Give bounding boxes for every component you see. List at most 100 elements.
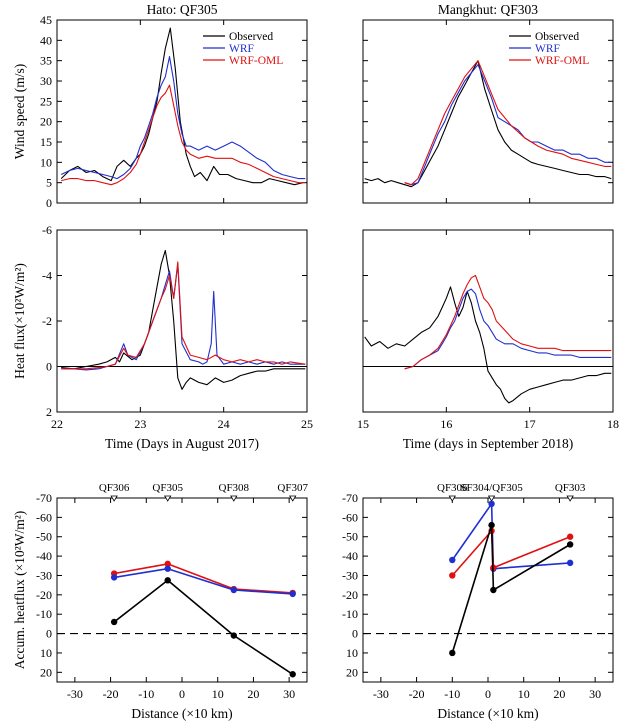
y-tick-label: 30: [40, 74, 52, 88]
x-tick-label: 20: [247, 687, 259, 701]
series-line-wrf: [113, 567, 293, 595]
x-axis-label: Time (Days in August 2017): [105, 436, 259, 451]
station-marker: QF308: [219, 482, 250, 502]
y-tick-label: -70: [342, 491, 358, 505]
series-line-observed: [113, 579, 294, 675]
data-point-observed: [164, 577, 171, 584]
y-tick-label: -20: [342, 588, 358, 602]
series-line-observed: [364, 286, 612, 404]
x-tick-label: 0: [485, 687, 491, 701]
y-tick-label: 2: [46, 405, 52, 419]
x-axis: [362, 20, 614, 203]
x-tick-label: -30: [67, 687, 83, 701]
data-point-wrf: [566, 559, 574, 567]
data-point-wrf: [164, 565, 171, 572]
data-point-wrf: [449, 556, 456, 564]
data-point-observed: [289, 671, 296, 678]
station-triangle: [566, 495, 574, 502]
station-marker: QF307: [277, 482, 308, 502]
x-axis: -30 -20 -10 0 10 20 30: [373, 498, 601, 701]
station-label: QF305: [152, 482, 183, 494]
y-axis: 20 10 0 -10 -20 -30 -40 -50 -60 -70: [342, 491, 613, 679]
y-tick-label: 25: [40, 94, 52, 108]
data-point-observed: [230, 632, 237, 639]
y-tick-label: 10: [346, 646, 358, 660]
x-tick-label: -20: [409, 687, 425, 701]
series-line-observed: [451, 524, 571, 654]
x-tick-label: 22: [51, 417, 63, 431]
station-label: QF308: [219, 482, 250, 494]
y-tick-label: -10: [342, 607, 358, 621]
y-tick-label: -50: [36, 530, 52, 544]
station-label: SF304/QF305: [460, 482, 523, 494]
y-tick-label: 35: [40, 54, 52, 68]
x-axis-label: Distance (×10 km): [437, 706, 538, 721]
x-axis: [56, 20, 308, 203]
y-axis: [363, 229, 613, 413]
station-triangle: [230, 495, 238, 502]
data-point-wrf: [289, 590, 296, 598]
y-tick-label: -70: [36, 491, 52, 505]
y-axis-label: Wind speed (m/s): [12, 64, 27, 159]
legend-label: Observed: [535, 31, 579, 43]
panel-hato_wind: 0 5 10 15 20 25 30 35 40 45 Hato: QF305 Wind speed …: [12, 2, 308, 210]
x-axis-label: Distance (×10 km): [131, 706, 232, 721]
station-triangle: [487, 495, 496, 502]
x-tick-label: 23: [134, 417, 146, 431]
plot-frame: [362, 229, 614, 413]
data-point-wrf: [230, 586, 237, 594]
x-tick-label: 15: [357, 417, 369, 431]
series-line-wrf: [61, 263, 306, 371]
data-point-wrf_oml: [164, 560, 171, 568]
y-tick-label: 5: [46, 176, 52, 190]
station-label: QF307: [277, 482, 308, 494]
x-tick-label: -10: [138, 687, 154, 701]
station-marker: QF306: [437, 482, 468, 502]
station-marker: QF303: [555, 482, 586, 502]
y-tick-label: -40: [342, 549, 358, 563]
x-tick-label: 17: [524, 417, 536, 431]
series-line-wrf_oml: [451, 530, 571, 577]
legend-label: WRF: [229, 43, 254, 55]
y-axis: 0 5 10 15 20 25 30 35 40 45: [40, 13, 307, 210]
x-tick-label: -20: [103, 687, 119, 701]
y-tick-label: -50: [342, 530, 358, 544]
legend-label: WRF-OML: [535, 55, 589, 67]
y-tick-label: -2: [42, 314, 52, 328]
x-tick-label: 10: [518, 687, 530, 701]
legend-label: WRF: [535, 43, 560, 55]
x-tick-label: 16: [440, 417, 452, 431]
series-line-wrf_oml: [404, 60, 612, 186]
y-tick-label: -20: [36, 588, 52, 602]
x-tick-label: 30: [589, 687, 601, 701]
plot-frame: [56, 229, 308, 413]
y-tick-label: 10: [40, 646, 52, 660]
series-line-observed: [364, 60, 612, 188]
data-point-observed: [449, 649, 456, 657]
data-point-wrf: [488, 500, 495, 508]
plot-frame: [56, 19, 308, 204]
plot-frame: [56, 497, 308, 683]
x-tick-label: 30: [283, 687, 295, 701]
x-axis: 22 23 24 25: [51, 230, 313, 431]
data-point-observed: [110, 618, 118, 626]
y-tick-label: 15: [40, 135, 52, 149]
y-axis: 2 0 -2 -4 -6: [42, 223, 307, 419]
x-tick-label: -10: [444, 687, 460, 701]
y-tick-label: -30: [36, 568, 52, 582]
legend-label: Observed: [229, 31, 273, 43]
y-tick-label: 0: [46, 627, 52, 641]
x-axis: 15 16 17 18: [357, 230, 619, 431]
x-tick-label: 25: [301, 417, 313, 431]
y-tick-label: 0: [46, 360, 52, 374]
station-label: QF306: [437, 482, 468, 494]
data-point-wrf_oml: [449, 572, 456, 579]
panel-title: Hato: QF305: [147, 2, 218, 17]
station-triangle: [164, 495, 172, 502]
station-triangle: [289, 495, 297, 502]
series-line-wrf_oml: [404, 274, 612, 370]
x-tick-label: -30: [373, 687, 389, 701]
